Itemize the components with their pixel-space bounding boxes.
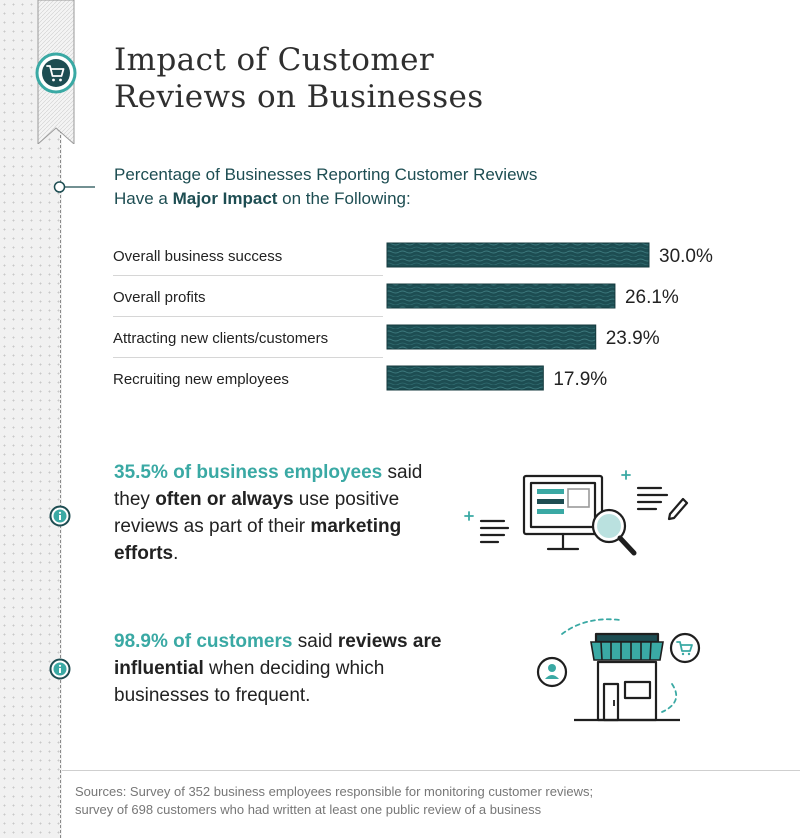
category-label: Overall business success (113, 248, 282, 265)
stat-text: said they (114, 462, 423, 510)
bar (386, 324, 597, 350)
value-label: 23.9% (606, 328, 660, 349)
info-icon (49, 505, 71, 527)
bar (386, 365, 544, 391)
stat-bold: often or always (155, 489, 294, 510)
category-label: Attracting new clients/customers (113, 330, 328, 347)
category-label: Overall profits (113, 289, 206, 306)
stat-highlight: 35.5% of business employees (114, 462, 383, 483)
stat-text: when deciding which businesses to freque… (114, 658, 385, 706)
stat-bold: marketing efforts (114, 516, 402, 564)
subtitle-text: Have a (114, 189, 173, 208)
sources-line-1: Sources: Survey of 352 business employee… (75, 784, 594, 799)
stat-highlight: 98.9% of customers (114, 631, 293, 652)
sources-line-2: survey of 698 customers who had written … (75, 802, 542, 817)
bar-chart: Overall business success 30.0% Overall pro… (113, 242, 713, 391)
sources-footnote: Sources: Survey of 352 business employee… (62, 770, 800, 819)
subtitle-bold: Major Impact (172, 189, 278, 208)
bar (386, 242, 650, 268)
value-label: 26.1% (625, 287, 679, 308)
stat-text: said (292, 631, 338, 652)
title-line-2: Reviews on Businesses (114, 79, 484, 115)
stat-customers: 98.9% of customers said reviews are infl… (114, 628, 464, 709)
timeline-dashed-line (60, 0, 61, 838)
bar (386, 283, 616, 309)
stat-text: use positive reviews as part of their (114, 489, 400, 537)
page-title: Impact of Customer Reviews on Businesses (114, 42, 484, 116)
chart-subtitle: Percentage of Businesses Reporting Custo… (114, 163, 537, 211)
storefront-icon (536, 618, 701, 722)
value-label: 30.0% (659, 246, 713, 267)
subtitle-text-end: on the Following: (277, 189, 411, 208)
subtitle-line-2: Have a Major Impact on the Following: (114, 187, 537, 211)
info-icon (49, 658, 71, 680)
side-pattern-strip (0, 0, 62, 838)
value-label: 17.9% (553, 369, 607, 390)
computer-magnifier-icon (464, 470, 689, 556)
subtitle-line-1: Percentage of Businesses Reporting Custo… (114, 165, 538, 184)
title-line-1: Impact of Customer (114, 42, 435, 78)
stat-bold: reviews are influential (114, 631, 442, 679)
shopping-cart-badge-icon (35, 0, 77, 144)
stat-text: . (173, 543, 179, 564)
category-label: Recruiting new employees (113, 371, 289, 388)
timeline-node-icon (53, 181, 95, 193)
stat-employees: 35.5% of business employees said they of… (114, 459, 434, 567)
